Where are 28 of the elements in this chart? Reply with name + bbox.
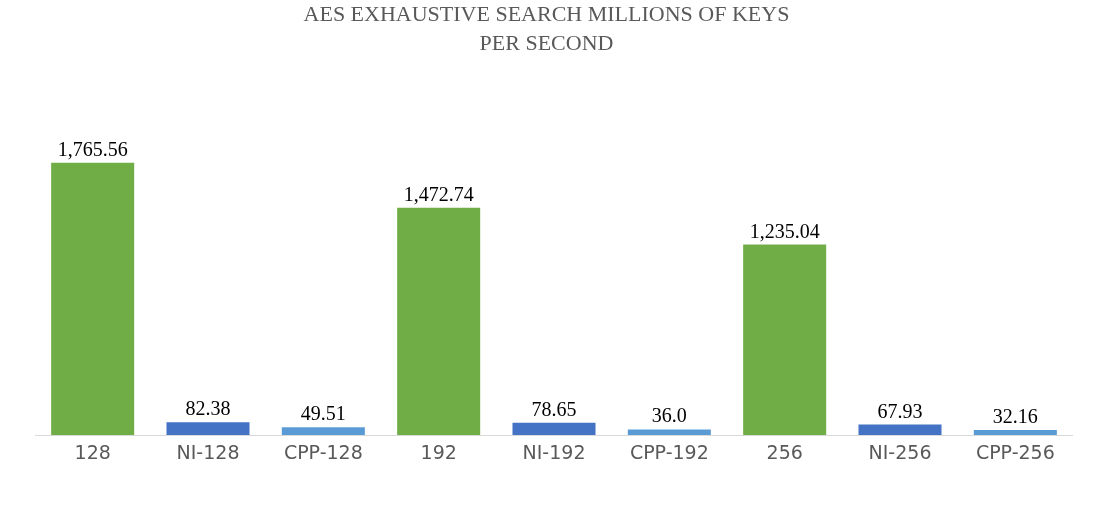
bar — [166, 422, 250, 435]
data-label: 82.38 — [185, 397, 231, 420]
x-tick-label: 256 — [766, 440, 803, 463]
x-tick-label: 128 — [74, 440, 111, 463]
bar — [397, 207, 481, 435]
bar — [51, 162, 135, 435]
data-label: 1,235.04 — [749, 219, 820, 242]
x-tick-label: CPP-256 — [975, 440, 1055, 463]
x-tick-label: NI-256 — [868, 440, 932, 463]
x-tick-label: 192 — [420, 440, 457, 463]
data-label: 1,472.74 — [403, 182, 474, 205]
bar — [627, 429, 711, 435]
bar — [743, 244, 827, 435]
x-tick-label: NI-128 — [176, 440, 240, 463]
data-label: 67.93 — [877, 399, 923, 422]
chart-title: AES EXHAUSTIVE SEARCH MILLIONS OF KEYS PER SECOND — [303, 1, 790, 55]
data-label: 32.16 — [992, 405, 1038, 428]
x-tick-label: CPP-128 — [283, 440, 363, 463]
bar — [281, 427, 365, 435]
x-tick-label: CPP-192 — [629, 440, 709, 463]
data-label: 78.65 — [531, 397, 577, 420]
bar — [858, 424, 942, 435]
bar — [512, 422, 596, 435]
bar — [973, 430, 1057, 435]
x-tick-label: NI-192 — [522, 440, 586, 463]
data-label: 1,765.56 — [57, 137, 128, 160]
data-label: 36.0 — [651, 404, 687, 427]
data-label: 49.51 — [300, 402, 346, 425]
